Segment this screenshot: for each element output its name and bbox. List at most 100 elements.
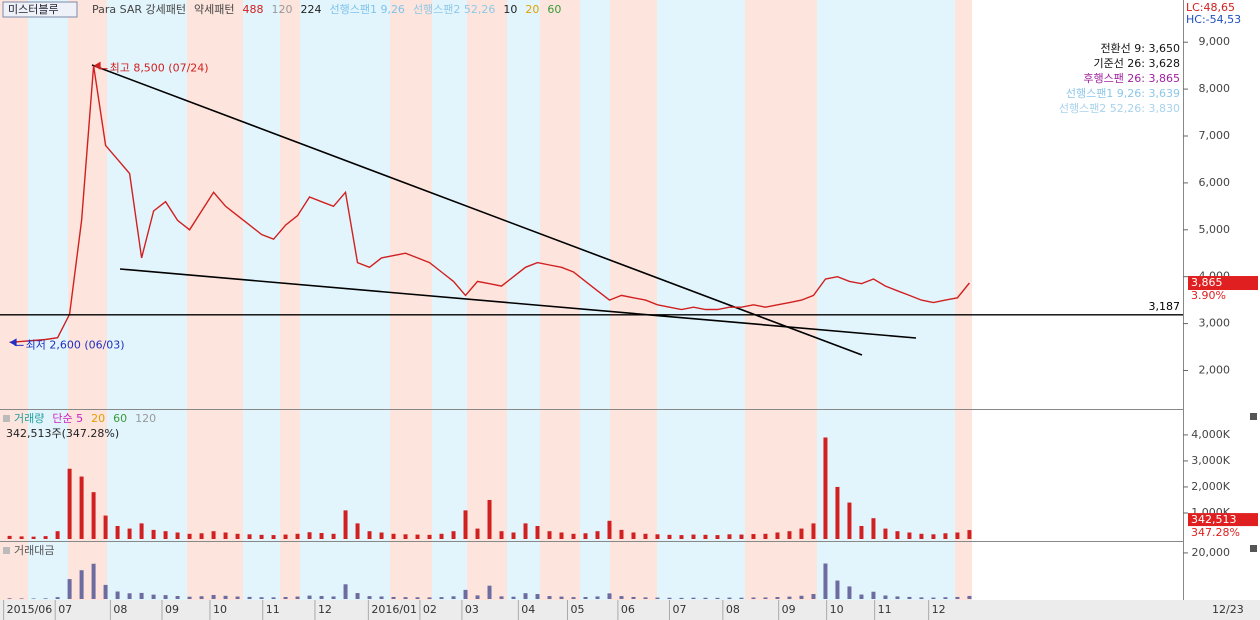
bar: [943, 597, 948, 599]
bar: [427, 597, 432, 599]
bar: [67, 468, 72, 539]
bar: [847, 586, 852, 599]
x-tick-label: 05: [571, 603, 585, 616]
bar: [439, 533, 444, 539]
legend-text: 단순 5: [52, 412, 83, 425]
bar: [211, 531, 216, 539]
bar: [43, 536, 48, 539]
bar: [583, 597, 588, 599]
y-tick-label: 8,000: [1199, 82, 1231, 95]
bar: [643, 533, 648, 539]
x-tick-label: 07: [672, 603, 686, 616]
bar: [751, 597, 756, 599]
band: [280, 0, 300, 600]
bar: [307, 595, 312, 599]
bar: [247, 534, 252, 539]
annotation-marker: [9, 338, 17, 347]
legend-text: 선행스팬2 52,26: [413, 3, 495, 16]
legend-text: 224: [300, 3, 321, 16]
bar: [907, 596, 912, 599]
x-tick-label: 02: [423, 603, 437, 616]
bar: [919, 597, 924, 599]
indicator: 전환선 9: 3,650: [1100, 42, 1180, 55]
x-tick-label: 09: [165, 603, 179, 616]
bar: [931, 534, 936, 539]
y-tick-label: 5,000: [1199, 223, 1231, 236]
bar: [283, 596, 288, 599]
bar: [595, 596, 600, 599]
bar: [655, 534, 660, 539]
legend-text: 선행스팬1 9,26: [329, 3, 404, 16]
bar: [535, 525, 540, 539]
bar: [571, 533, 576, 539]
band: [432, 0, 467, 600]
x-tick-label: 11: [266, 603, 280, 616]
x-tick-label: 04: [521, 603, 535, 616]
bar: [499, 596, 504, 599]
x-tick-label: 10: [830, 603, 844, 616]
band: [68, 0, 107, 600]
cursor-date: 12/23: [1212, 603, 1244, 616]
bar: [811, 523, 816, 539]
bar: [19, 598, 24, 599]
close-icon[interactable]: [1250, 413, 1257, 420]
bar: [259, 534, 264, 539]
volume-box: [1188, 513, 1258, 527]
x-tick-label: 03: [465, 603, 479, 616]
bar: [67, 579, 72, 599]
bar: [451, 531, 456, 539]
bar: [691, 597, 696, 599]
volume-ratio: 347.28%: [1191, 526, 1240, 539]
bar: [331, 596, 336, 599]
bar: [463, 510, 468, 539]
bar: [391, 596, 396, 599]
bar: [31, 536, 36, 539]
bar: [895, 531, 900, 539]
bar: [115, 525, 120, 539]
bar: [79, 476, 84, 539]
bar: [799, 595, 804, 599]
bar: [511, 596, 516, 599]
x-tick-label: 07: [58, 603, 72, 616]
bar: [787, 531, 792, 539]
x-tick-label: 08: [113, 603, 127, 616]
x-tick-label: 2016/01: [371, 603, 417, 616]
bar: [559, 532, 564, 539]
bar: [175, 532, 180, 539]
bar: [271, 535, 276, 539]
bar: [415, 534, 420, 539]
band: [390, 0, 432, 600]
bar: [367, 596, 372, 599]
bar: [919, 533, 924, 539]
bar: [523, 523, 528, 539]
bar: [703, 597, 708, 599]
panel-icon: [3, 547, 10, 554]
bar: [487, 585, 492, 599]
close-icon[interactable]: [1250, 545, 1257, 552]
bar: [487, 499, 492, 539]
y-tick-label: 9,000: [1199, 35, 1231, 48]
bar: [715, 535, 720, 539]
price-label: 3,865: [1191, 276, 1223, 289]
bar: [163, 595, 168, 599]
bar: [475, 528, 480, 539]
bar: [139, 523, 144, 539]
bar: [835, 486, 840, 539]
band: [657, 0, 745, 600]
bar: [139, 592, 144, 599]
volume-label: 342,513: [1191, 513, 1237, 526]
bar: [319, 533, 324, 539]
band: [28, 0, 68, 600]
legend-text: 20: [91, 412, 105, 425]
bar: [175, 596, 180, 599]
bar: [679, 597, 684, 599]
bar: [967, 530, 972, 539]
bar: [259, 597, 264, 599]
bar: [451, 596, 456, 599]
y-tick-label: 2,000K: [1191, 480, 1230, 493]
indicator: 선행스팬1 9,26: 3,639: [1066, 87, 1180, 100]
legend-text: Para SAR 강세패턴: [92, 3, 186, 16]
bar: [283, 534, 288, 539]
bar: [439, 597, 444, 599]
title-box: [2, 1, 78, 18]
